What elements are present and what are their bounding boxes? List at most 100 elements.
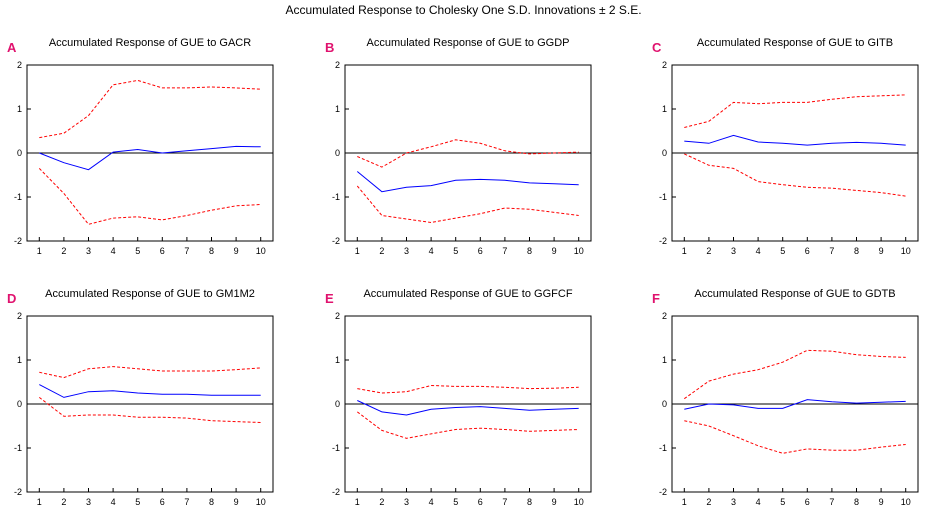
- chart-b-x-tick-label: 3: [404, 246, 409, 256]
- chart-c-y-tick-label: -2: [659, 236, 667, 246]
- chart-a-y-tick-label: 2: [17, 60, 22, 70]
- chart-c-series-upper: [684, 94, 906, 128]
- chart-d-x-tick-label: 8: [209, 497, 214, 507]
- chart-a-x-tick-label: 1: [37, 246, 42, 256]
- chart-e-x-tick-label: 4: [429, 497, 434, 507]
- chart-d-x-tick-label: 6: [160, 497, 165, 507]
- chart-e-y-tick-label: 1: [335, 355, 340, 365]
- chart-f-x-tick-label: 1: [682, 497, 687, 507]
- chart-b-title: Accumulated Response of GUE to GGDP: [367, 37, 570, 49]
- chart-d-x-tick-label: 4: [111, 497, 116, 507]
- chart-a-y-tick-label: 0: [17, 148, 22, 158]
- chart-a-x-tick-label: 9: [234, 246, 239, 256]
- chart-e-y-tick-label: -2: [332, 487, 340, 497]
- chart-a-x-tick-label: 3: [86, 246, 91, 256]
- chart-a-x-tick-label: 4: [111, 246, 116, 256]
- chart-e-x-tick-label: 10: [574, 497, 584, 507]
- chart-b-x-tick-label: 8: [527, 246, 532, 256]
- chart-d-series-upper: [39, 366, 261, 379]
- chart-f-x-tick-label: 5: [780, 497, 785, 507]
- chart-e-x-tick-label: 9: [552, 497, 557, 507]
- chart-e-x-tick-label: 7: [502, 497, 507, 507]
- chart-f-y-tick-label: 0: [662, 399, 667, 409]
- chart-d-y-tick-label: 2: [17, 311, 22, 321]
- chart-c-x-tick-label: 6: [805, 246, 810, 256]
- chart-f-letter: F: [652, 291, 660, 306]
- chart-e-title: Accumulated Response of GUE to GGFCF: [363, 288, 572, 300]
- chart-c-x-tick-label: 2: [706, 246, 711, 256]
- chart-b-x-tick-label: 10: [574, 246, 584, 256]
- chart-b-x-tick-label: 6: [478, 246, 483, 256]
- chart-f-y-tick-label: 1: [662, 355, 667, 365]
- chart-b-y-tick-label: 0: [335, 148, 340, 158]
- chart-a-x-tick-label: 8: [209, 246, 214, 256]
- chart-b-y-tick-label: 1: [335, 104, 340, 114]
- chart-c-y-tick-label: -1: [659, 192, 667, 202]
- chart-b-series-lower: [356, 185, 579, 224]
- chart-a-series-upper: [39, 79, 261, 139]
- chart-d-x-tick-label: 2: [61, 497, 66, 507]
- chart-d-series-response: [39, 384, 261, 398]
- chart-b-x-tick-label: 7: [502, 246, 507, 256]
- chart-e-x-tick-label: 5: [453, 497, 458, 507]
- chart-f: -2 -1 0 1 2 1 2 3 4 5 6 7 8 9 10 Accumulated Response o…: [652, 288, 919, 507]
- chart-a-y-tick-label: -2: [14, 236, 22, 246]
- chart-e-x-tick-label: 1: [355, 497, 360, 507]
- chart-a-x-tick-label: 2: [61, 246, 66, 256]
- chart-e-x-tick-label: 6: [478, 497, 483, 507]
- chart-c-x-tick-label: 5: [780, 246, 785, 256]
- chart-f-x-tick-label: 3: [731, 497, 736, 507]
- chart-d-x-tick-label: 10: [256, 497, 266, 507]
- chart-e-series-response: [357, 400, 579, 416]
- chart-d-x-tick-label: 1: [37, 497, 42, 507]
- chart-f-x-tick-label: 2: [706, 497, 711, 507]
- chart-c: -2 -1 0 1 2 1 2 3 4 5 6 7 8 9 10 Accumulated Response o…: [652, 37, 919, 256]
- chart-b-y-tick-label: 2: [335, 60, 340, 70]
- chart-f-x-tick-label: 9: [879, 497, 884, 507]
- chart-d-y-tick-label: 0: [17, 399, 22, 409]
- chart-e-series-lower: [356, 411, 579, 439]
- chart-b-series-upper: [357, 139, 579, 168]
- chart-f-y-tick-label: -2: [659, 487, 667, 497]
- chart-a-title: Accumulated Response of GUE to GACR: [49, 37, 251, 49]
- chart-e-y-tick-label: -1: [332, 443, 340, 453]
- chart-b-x-tick-label: 1: [355, 246, 360, 256]
- chart-e-y-tick-label: 0: [335, 399, 340, 409]
- chart-c-x-tick-label: 4: [756, 246, 761, 256]
- chart-c-x-tick-label: 10: [901, 246, 911, 256]
- chart-b-letter: B: [325, 40, 334, 55]
- chart-f-title: Accumulated Response of GUE to GDTB: [694, 288, 895, 300]
- chart-b-x-tick-label: 2: [379, 246, 384, 256]
- chart-e-x-tick-label: 2: [379, 497, 384, 507]
- chart-d: -2 -1 0 1 2 1 2 3 4 5 6 7 8 9 10 Accumulated Response o…: [7, 288, 274, 507]
- chart-d-series-lower: [38, 397, 261, 423]
- chart-d-x-tick-label: 3: [86, 497, 91, 507]
- chart-c-y-tick-label: 0: [662, 148, 667, 158]
- chart-f-y-tick-label: 2: [662, 311, 667, 321]
- chart-a-y-tick-label: -1: [14, 192, 22, 202]
- chart-f-series-response: [684, 399, 906, 410]
- chart-b-series-response: [356, 171, 579, 193]
- chart-e-series-upper: [357, 384, 579, 394]
- chart-e-x-tick-label: 3: [404, 497, 409, 507]
- chart-c-x-tick-label: 9: [879, 246, 884, 256]
- chart-c-series-lower: [684, 153, 906, 197]
- chart-d-x-tick-label: 5: [135, 497, 140, 507]
- chart-c-x-tick-label: 7: [829, 246, 834, 256]
- chart-c-x-tick-label: 3: [731, 246, 736, 256]
- chart-f-x-tick-label: 7: [829, 497, 834, 507]
- chart-f-x-tick-label: 4: [756, 497, 761, 507]
- chart-d-y-tick-label: -2: [14, 487, 22, 497]
- figure-title: Accumulated Response to Cholesky One S.D…: [285, 3, 642, 17]
- chart-e: -2 -1 0 1 2 1 2 3 4 5 6 7 8 9 10 Accumulated Response o…: [325, 288, 592, 507]
- chart-c-x-tick-label: 1: [682, 246, 687, 256]
- chart-b: -2 -1 0 1 2 1 2 3 4 5 6 7 8 9 10 Accumulated Response o…: [325, 37, 592, 256]
- chart-a: -2 -1 0 1 2 1 2 3 4 5 6 7 8 9 10 Accumulated Response o…: [7, 37, 274, 256]
- chart-a-y-tick-label: 1: [17, 104, 22, 114]
- chart-c-y-tick-label: 2: [662, 60, 667, 70]
- chart-a-series-lower: [38, 168, 261, 225]
- chart-c-letter: C: [652, 40, 662, 55]
- chart-b-x-tick-label: 4: [429, 246, 434, 256]
- chart-a-x-tick-label: 7: [184, 246, 189, 256]
